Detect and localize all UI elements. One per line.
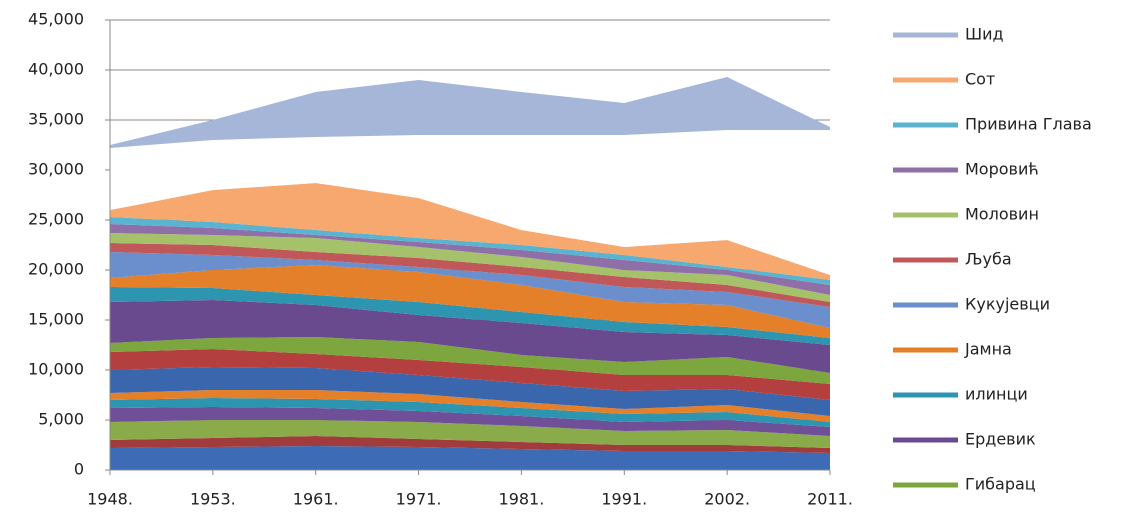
area [110,243,830,307]
area [110,349,830,400]
x-tick-label: 1948. [87,490,133,509]
legend-label: Шид [965,25,1004,44]
legend-label: Јамна [964,340,1012,359]
area [110,77,830,148]
legend-label: Моловин [965,205,1039,224]
area [110,252,830,328]
area [110,224,830,295]
x-tick-label: 1971. [396,490,442,509]
legend-label: Привина Глава [965,115,1092,134]
y-tick-label: 0 [74,460,84,479]
x-tick-label: 2002. [704,490,750,509]
area [110,287,830,345]
y-tick-label: 10,000 [28,360,84,379]
y-tick-label: 40,000 [28,60,84,79]
legend-label: Сот [965,70,995,89]
legend-label: илинци [965,385,1028,404]
y-tick-label: 5,000 [38,410,84,429]
area [110,337,830,384]
area [110,300,830,373]
legend-label: Гибарац [965,475,1036,494]
area [110,407,830,436]
area [110,233,830,302]
area [110,436,830,453]
x-tick-label: 1961. [293,490,339,509]
area [110,446,830,470]
x-tick-label: 1991. [601,490,647,509]
y-tick-label: 20,000 [28,260,84,279]
area [110,265,830,338]
y-tick-label: 35,000 [28,110,84,129]
y-tick-label: 25,000 [28,210,84,229]
area [110,130,830,275]
legend-label: Љуба [965,250,1012,269]
area [110,398,830,427]
x-tick-label: 2011. [807,490,853,509]
legend-label: Кукујевци [965,295,1050,314]
legend-label: Ердевик [965,430,1036,449]
y-tick-label: 15,000 [28,310,84,329]
legend-label: Моровић [965,160,1039,179]
x-tick-label: 1953. [190,490,236,509]
area [110,390,830,422]
area [110,420,830,448]
area [110,217,830,285]
area [110,367,830,416]
area [110,183,830,280]
y-tick-label: 45,000 [28,10,84,29]
y-tick-label: 30,000 [28,160,84,179]
x-tick-label: 1981. [499,490,545,509]
